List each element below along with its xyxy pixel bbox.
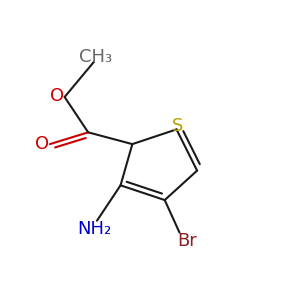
Text: CH₃: CH₃	[79, 48, 112, 66]
Text: O: O	[35, 135, 50, 153]
Text: NH₂: NH₂	[77, 220, 111, 238]
Text: O: O	[50, 86, 64, 104]
Text: Br: Br	[177, 232, 197, 250]
Text: S: S	[172, 117, 184, 135]
